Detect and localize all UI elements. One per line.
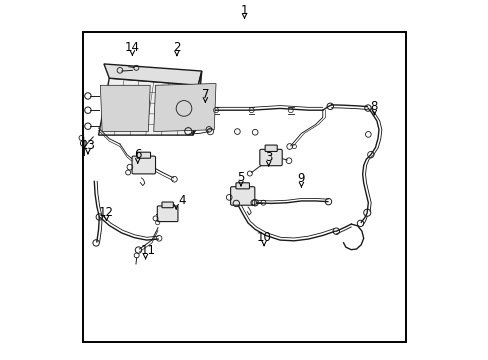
FancyBboxPatch shape — [236, 183, 249, 189]
Text: 11: 11 — [140, 244, 155, 257]
Text: 1: 1 — [240, 4, 248, 17]
Polygon shape — [153, 84, 216, 131]
Text: 13: 13 — [81, 139, 95, 152]
FancyBboxPatch shape — [230, 187, 254, 205]
Text: 3: 3 — [264, 151, 272, 164]
Polygon shape — [99, 78, 198, 135]
Text: 5: 5 — [237, 171, 244, 184]
FancyBboxPatch shape — [259, 149, 282, 166]
Polygon shape — [104, 64, 202, 85]
Text: 6: 6 — [134, 148, 141, 161]
Text: 10: 10 — [256, 231, 271, 244]
Text: 9: 9 — [297, 172, 305, 185]
FancyBboxPatch shape — [137, 152, 150, 158]
FancyBboxPatch shape — [264, 145, 277, 152]
Text: 7: 7 — [201, 87, 209, 100]
Text: 4: 4 — [178, 194, 185, 207]
Polygon shape — [192, 71, 202, 135]
FancyBboxPatch shape — [132, 156, 155, 174]
Text: 2: 2 — [173, 41, 180, 54]
FancyBboxPatch shape — [157, 206, 178, 222]
Text: 8: 8 — [370, 100, 377, 113]
Text: 12: 12 — [99, 206, 114, 219]
Text: 14: 14 — [124, 41, 140, 54]
Polygon shape — [100, 85, 150, 131]
Bar — [82, 32, 406, 342]
FancyBboxPatch shape — [162, 202, 173, 208]
